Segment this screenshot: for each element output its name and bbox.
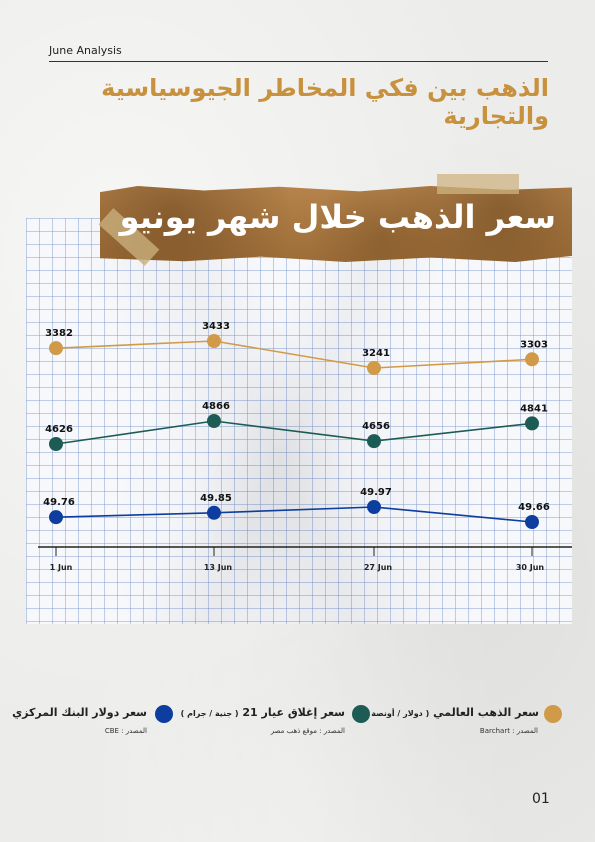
data-label: 3241 — [362, 348, 390, 359]
legend-name-usd: سعر دولار البنك المركزي — [12, 706, 147, 719]
x-tick-label: 27 Jun — [364, 563, 393, 572]
legend-source-usd: المصدر : CBE — [104, 727, 147, 735]
legend-dot-usd — [155, 705, 173, 723]
data-label: 49.66 — [518, 502, 550, 513]
legend-name-gold21: سعر إغلاق عيار 21 ( جنية / جرام ) — [180, 706, 345, 719]
data-label: 49.85 — [200, 493, 232, 504]
legend-source-gold21: المصدر : موقع ذهب مصر — [270, 727, 345, 735]
page-title: الذهب بين فكي المخاطر الجيوسياسية والتجا… — [101, 74, 549, 130]
legend-dot-gold21 — [352, 705, 370, 723]
data-label: 4841 — [520, 403, 548, 414]
banner-title: سعر الذهب خلال شهر يونيو — [119, 198, 556, 236]
legend-source-gold: المصدر : Barchart — [479, 727, 538, 735]
x-tick-label: 1 Jun — [50, 563, 73, 572]
data-point — [367, 361, 381, 375]
data-point — [367, 434, 381, 449]
data-point — [525, 515, 539, 529]
x-tick-label: 13 Jun — [204, 563, 233, 572]
data-label: 3382 — [45, 328, 73, 339]
data-label: 4656 — [362, 421, 390, 432]
data-point — [49, 341, 63, 356]
header-rule — [49, 61, 548, 62]
header-label: June Analysis — [49, 44, 122, 57]
legend-dot-gold — [544, 705, 562, 723]
grid-paper — [26, 218, 572, 624]
data-label: 49.76 — [43, 497, 75, 508]
data-point — [207, 505, 221, 520]
data-label: 4626 — [45, 424, 73, 435]
data-point — [525, 416, 539, 431]
data-point — [367, 500, 381, 514]
data-label: 49.97 — [360, 487, 392, 498]
data-label: 4866 — [202, 401, 230, 412]
series-line — [55, 340, 533, 369]
crumple-texture — [26, 218, 572, 624]
data-point — [207, 414, 221, 428]
legend-name-gold: سعر الذهب العالمي ( دولار / أونصة ) — [364, 706, 539, 719]
series-line — [55, 506, 533, 523]
page-number: 01 — [532, 791, 550, 807]
kraft-paper-banner — [100, 186, 572, 262]
data-point — [49, 437, 63, 451]
series-line — [55, 420, 533, 445]
x-tick-label: 30 Jun — [516, 563, 545, 572]
data-point — [49, 510, 63, 525]
data-point — [207, 334, 221, 348]
data-label: 3303 — [520, 339, 548, 350]
tape-strip-top — [437, 174, 519, 194]
data-point — [525, 352, 539, 367]
data-label: 3433 — [202, 321, 230, 332]
